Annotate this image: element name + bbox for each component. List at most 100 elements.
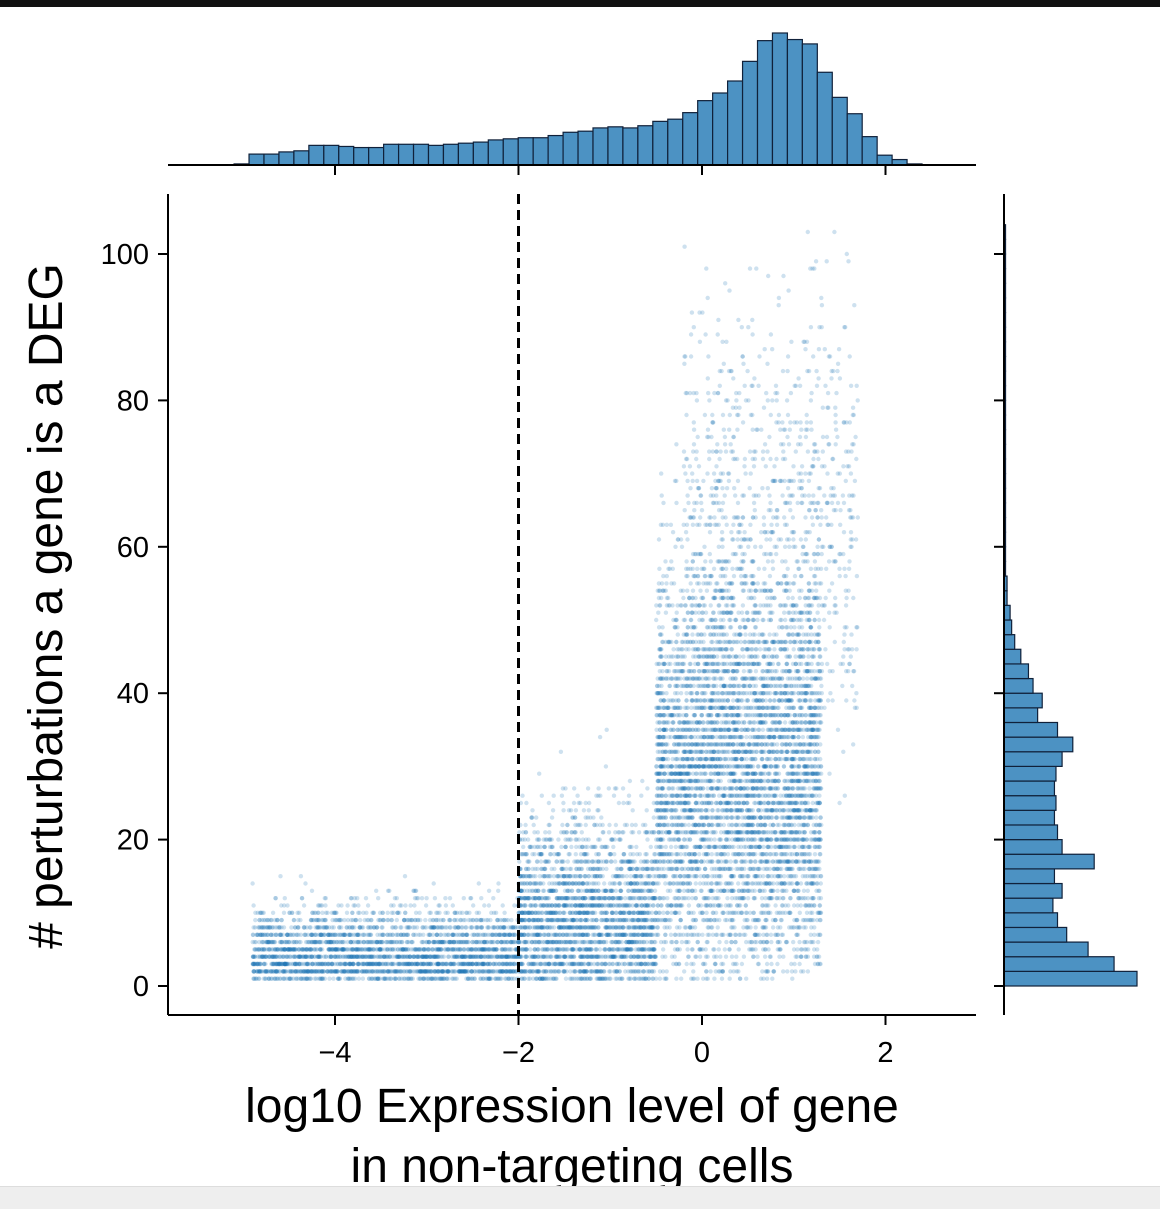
scatter-point — [463, 961, 468, 967]
scatter-point — [383, 976, 388, 981]
scatter-point — [569, 830, 574, 835]
scatter-point — [529, 961, 534, 967]
scatter-point — [416, 932, 421, 937]
scatter-point — [632, 976, 637, 981]
scatter-point — [420, 925, 425, 930]
scatter-point — [444, 961, 449, 967]
scatter-point — [397, 903, 403, 908]
scatter-point — [547, 910, 553, 915]
scatter-point — [625, 800, 630, 806]
scatter-point — [430, 947, 435, 952]
scatter-point — [544, 903, 549, 908]
scatter-point — [503, 932, 508, 937]
scatter-point — [260, 932, 265, 937]
scatter-point — [616, 961, 622, 967]
scatter-point — [432, 969, 438, 974]
scatter-point — [573, 808, 579, 813]
scatter-point — [278, 947, 283, 952]
scatter-point — [455, 947, 461, 952]
scatter-point — [394, 917, 399, 923]
scatter-point — [356, 961, 361, 967]
scatter-point — [468, 961, 473, 967]
scatter-point — [443, 910, 448, 915]
scatter-point — [574, 844, 579, 850]
scatter-point — [356, 961, 362, 967]
y-histogram-bar — [1003, 677, 1034, 694]
scatter-point — [652, 939, 657, 945]
scatter-point — [451, 961, 456, 967]
scatter-point — [463, 939, 469, 945]
scatter-point — [308, 954, 313, 959]
scatter-point — [283, 961, 288, 967]
scatter-point — [285, 932, 290, 937]
scatter-point — [494, 947, 499, 952]
scatter-point — [572, 917, 577, 923]
scatter-point — [299, 896, 305, 901]
scatter-point — [488, 954, 493, 959]
scatter-point — [393, 932, 399, 937]
scatter-point — [377, 969, 383, 974]
scatter-point — [312, 939, 317, 945]
scatter-point — [579, 954, 584, 959]
scatter-point — [250, 932, 256, 937]
scatter-point — [620, 786, 626, 791]
scatter-point — [524, 800, 529, 806]
scatter-point — [420, 976, 425, 981]
scatter-point — [474, 910, 479, 915]
scatter-point — [354, 917, 359, 923]
scatter-point — [365, 903, 371, 908]
scatter-point — [437, 903, 442, 908]
scatter-point — [554, 969, 559, 974]
scatter-point — [420, 961, 425, 967]
scatter-point — [493, 954, 499, 959]
scatter-point — [533, 881, 538, 886]
scatter-point — [466, 917, 471, 923]
scatter-point — [257, 976, 262, 981]
scatter-point — [288, 947, 293, 952]
scatter-point — [443, 903, 449, 908]
scatter-point — [450, 903, 455, 908]
scatter-point — [494, 961, 499, 967]
scatter-point — [297, 910, 302, 915]
scatter-point — [561, 969, 567, 974]
x-histogram-bar — [472, 141, 489, 166]
scatter-point — [384, 976, 390, 981]
scatter-point — [265, 932, 270, 937]
scatter-point — [323, 917, 328, 923]
scatter-point — [539, 903, 544, 908]
scatter-point — [310, 961, 315, 967]
scatter-point — [629, 822, 635, 828]
scatter-point — [649, 961, 654, 967]
scatter-point — [397, 969, 403, 974]
scatter-point — [518, 925, 523, 930]
y-histogram-bar — [1003, 663, 1030, 680]
scatter-point — [447, 896, 453, 901]
scatter-point — [486, 976, 492, 981]
x-histogram-bar — [786, 38, 803, 166]
scatter-point — [379, 925, 384, 930]
scatter-point — [306, 976, 312, 981]
scatter-point — [627, 778, 633, 784]
scatter-point — [332, 969, 338, 974]
scatter-point — [403, 903, 408, 908]
scatter-point — [340, 939, 345, 945]
scatter-point — [482, 939, 487, 945]
scatter-point — [374, 961, 379, 967]
scatter-point — [639, 939, 644, 945]
scatter-point — [310, 932, 315, 937]
scatter-point — [537, 874, 543, 879]
scatter-point — [630, 917, 636, 923]
scatter-point — [402, 947, 407, 952]
scatter-point — [567, 910, 572, 915]
scatter-point — [367, 969, 372, 974]
scatter-point — [492, 925, 497, 930]
scatter-point — [533, 910, 538, 915]
scatter-point — [360, 932, 365, 937]
scatter-point — [624, 874, 629, 879]
scatter-point — [618, 910, 623, 915]
scatter-point — [385, 888, 391, 893]
scatter-point — [450, 947, 455, 952]
scatter-point — [497, 961, 502, 967]
scatter-point — [317, 925, 322, 930]
scatter-point — [590, 844, 595, 850]
